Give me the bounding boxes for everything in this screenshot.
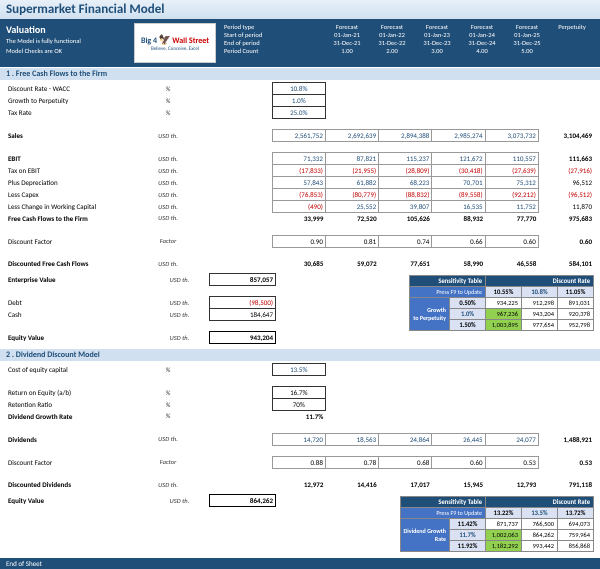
- period-labels: Period type Start of period End of perio…: [224, 23, 309, 56]
- forecast-headers: Forecast01-Jan-2131-Dec-211.00 Forecast0…: [325, 23, 594, 56]
- sensitivity-table-2: Sensitivity TableDiscount Rate Press F9 …: [400, 496, 595, 552]
- sensitivity-table-1: Sensitivity TableDiscount Rate Press F9 …: [409, 275, 594, 344]
- header: Valuation The Model is fully functional …: [0, 19, 600, 67]
- logo: Big 4 🦅 Wall Street Believe, Conceive, E…: [134, 23, 216, 63]
- ddm-table: Cost of equity capital%13.5% Return on E…: [6, 363, 594, 490]
- ddm-eq-table: Equity ValueUSD th.864,262: [6, 494, 276, 507]
- section-2-header: 2 . Dividend Discount Model: [0, 349, 600, 361]
- model-status-2: Model Checks are OK: [6, 48, 126, 56]
- footer: End of Sheet: [0, 558, 600, 569]
- model-status-1: The Model is fully functional: [6, 38, 126, 46]
- valuation-heading: Valuation: [6, 23, 126, 36]
- eagle-icon: 🦅: [158, 33, 170, 46]
- fcff-table: Discount Rate - WACC%10.8% Growth to Per…: [6, 82, 594, 269]
- ev-table: Enterprise ValueUSD th.857,057 DebtUSD t…: [6, 273, 276, 344]
- page-title: Supermarket Financial Model: [0, 0, 600, 19]
- section-1-header: 1 . Free Cash Flows to the Firm: [0, 68, 600, 80]
